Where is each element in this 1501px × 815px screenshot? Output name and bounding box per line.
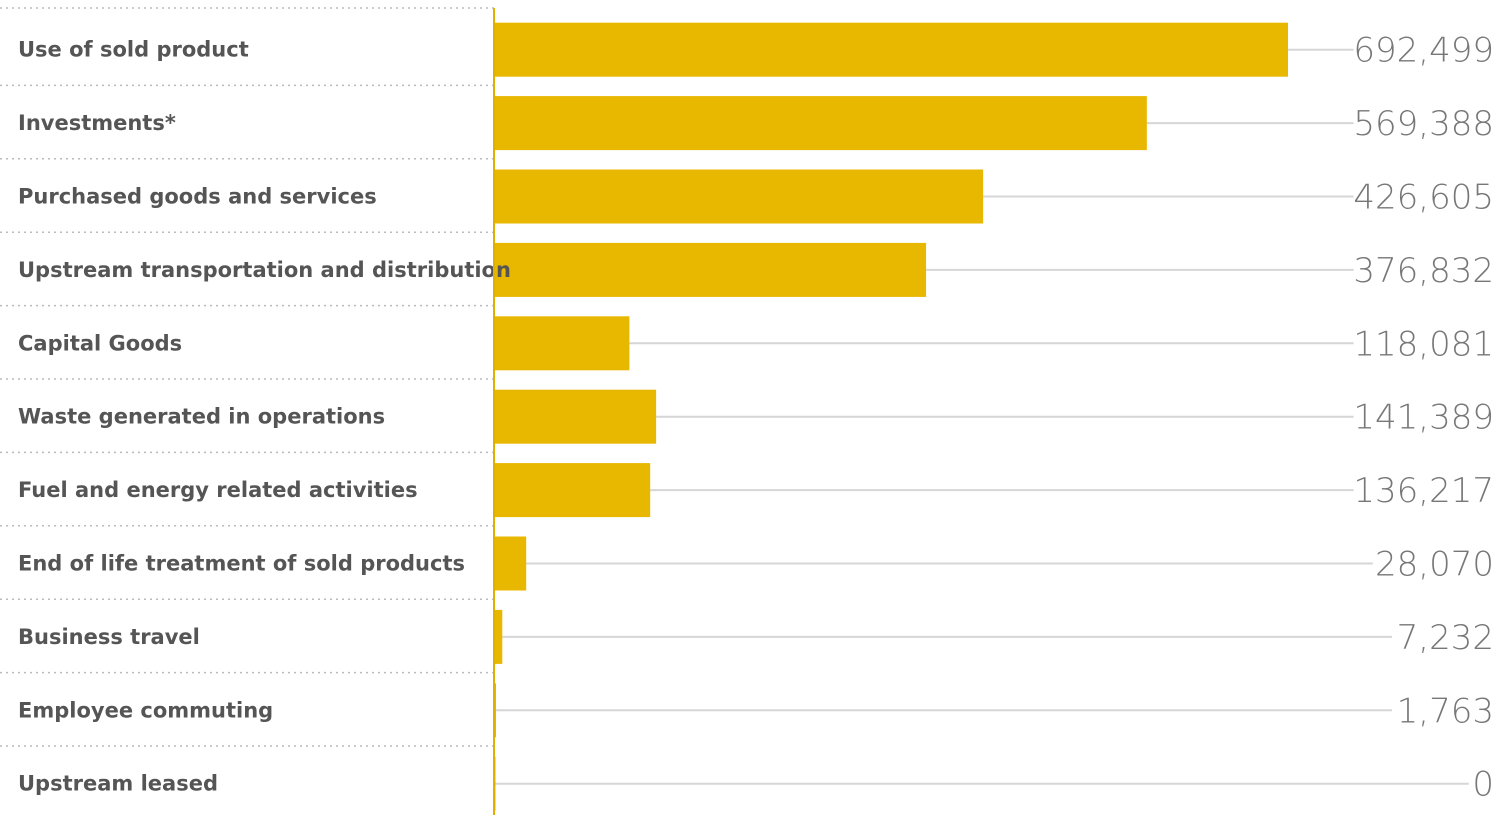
value-label: 7,232 — [1397, 618, 1494, 658]
category-label: End of life treatment of sold products — [18, 552, 465, 576]
bar — [494, 389, 657, 444]
value-label: 141,389 — [1353, 398, 1494, 438]
value-label: 426,605 — [1353, 178, 1494, 218]
row-separators — [0, 7, 494, 747]
value-label: 136,217 — [1353, 471, 1494, 511]
bar — [494, 22, 1288, 77]
bars — [494, 22, 1288, 811]
category-label: Use of sold product — [18, 38, 249, 62]
category-label: Upstream leased — [18, 772, 218, 796]
value-label: 569,388 — [1353, 104, 1494, 144]
value-label: 0 — [1472, 765, 1494, 805]
bar — [494, 683, 497, 738]
value-label: 118,081 — [1353, 324, 1494, 364]
category-label: Employee commuting — [18, 698, 273, 722]
value-label: 376,832 — [1353, 251, 1494, 291]
bar — [494, 316, 630, 371]
bar — [494, 536, 527, 591]
category-label: Fuel and energy related activities — [18, 478, 418, 502]
bar — [494, 463, 651, 518]
category-label: Waste generated in operations — [18, 405, 385, 429]
value-labels: 692,499 569,388 426,605 376,832 118,081 141,3… — [1353, 31, 1494, 805]
bar — [494, 609, 503, 664]
bar — [494, 242, 927, 297]
value-label: 1,763 — [1397, 691, 1494, 731]
category-label: Purchased goods and services — [18, 185, 377, 209]
category-label: Upstream transportation and distribution — [18, 258, 511, 282]
bar — [494, 96, 1147, 151]
value-label: 692,499 — [1353, 31, 1494, 71]
value-label: 28,070 — [1375, 545, 1494, 585]
category-label: Business travel — [18, 625, 200, 649]
category-label: Capital Goods — [18, 331, 182, 355]
category-label: Investments* — [18, 111, 176, 135]
category-labels: Use of sold product Investments* Purchased… — [18, 38, 511, 796]
bar — [494, 169, 984, 224]
leader-lines — [495, 48, 1469, 785]
